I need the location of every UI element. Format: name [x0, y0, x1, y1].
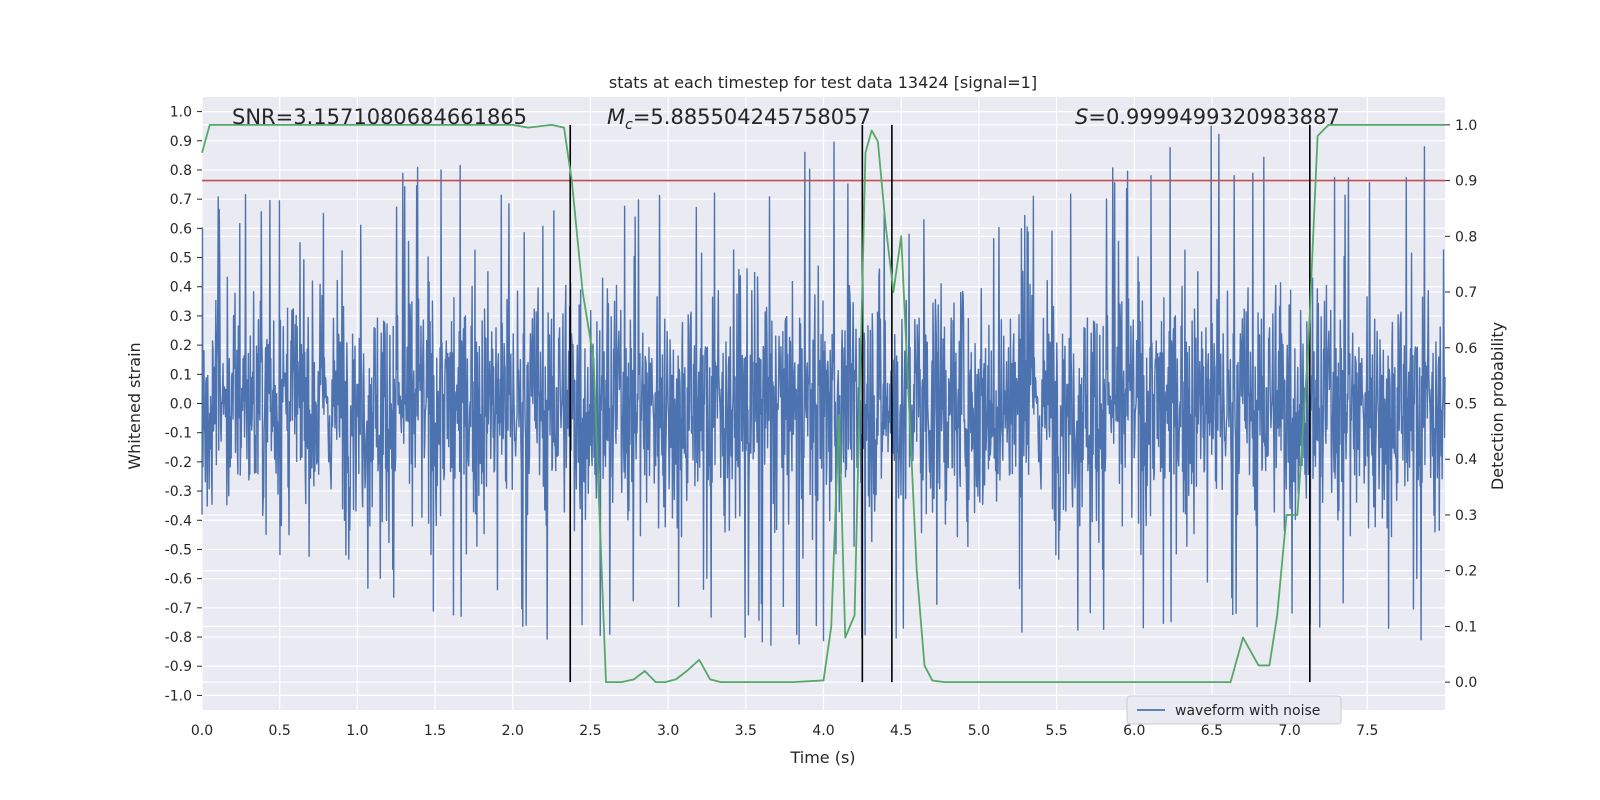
x-tick-label: 0.5: [269, 723, 291, 739]
detection-probability-series: [201, 123, 1445, 684]
x-tick-label: 4.5: [890, 723, 912, 739]
y-tick-label-right: 1.0: [1455, 118, 1477, 134]
chart-title: stats at each timestep for test data 134…: [609, 73, 1037, 92]
y-tick-label-left: -0.7: [165, 601, 192, 617]
x-tick-label: 6.0: [1123, 723, 1145, 739]
x-tick-label: 1.5: [424, 723, 446, 739]
x-tick-label: 4.0: [812, 723, 834, 739]
y-tick-label-right: 0.7: [1455, 285, 1477, 301]
x-tick-label: 1.0: [346, 723, 368, 739]
y-tick-label-left: -0.8: [165, 630, 192, 646]
y-tick-label-left: 0.3: [170, 309, 192, 325]
y-tick-label-left: -0.1: [165, 426, 192, 442]
mc-annotation: Mc=5.885504245758057: [607, 105, 871, 133]
y-tick-label-left: -0.2: [165, 455, 192, 471]
y-axis-label-right: Detection probability: [1488, 322, 1507, 490]
y-tick-label-left: 0.5: [170, 251, 192, 267]
y-tick-label-right: 0.0: [1455, 675, 1477, 691]
y-tick-label-left: -1.0: [165, 688, 192, 704]
x-tick-label: 2.5: [579, 723, 601, 739]
y-tick-label-right: 0.1: [1455, 619, 1477, 635]
x-tick-label: 0.0: [191, 723, 213, 739]
x-tick-label: 2.0: [502, 723, 524, 739]
y-tick-label-right: 0.2: [1455, 564, 1477, 580]
y-tick-label-left: 0.9: [170, 134, 192, 150]
y-tick-label-left: -0.4: [165, 513, 192, 529]
y-tick-label-right: 0.9: [1455, 174, 1477, 190]
s-annotation: S=0.9999499320983887: [1075, 105, 1340, 129]
x-tick-label: 3.0: [657, 723, 679, 739]
y-tick-label-left: -0.3: [165, 484, 192, 500]
y-tick-label-right: 0.8: [1455, 229, 1477, 245]
legend-label-waveform: waveform with noise: [1175, 703, 1320, 719]
y-tick-label-right: 0.3: [1455, 508, 1477, 524]
y-tick-label-left: 0.0: [170, 397, 192, 413]
x-tick-label: 5.0: [968, 723, 990, 739]
mc-subscript: c: [625, 117, 633, 133]
y-axis-label-left: Whitened strain: [125, 342, 144, 469]
y-tick-label-left: 0.1: [170, 367, 192, 383]
mc-value: =5.885504245758057: [633, 105, 871, 129]
legend: waveform with noise: [1126, 695, 1342, 725]
x-axis-label: Time (s): [789, 748, 855, 767]
y-tick-label-left: 0.6: [170, 221, 192, 237]
y-tick-label-right: 0.6: [1455, 341, 1477, 357]
s-value: =0.9999499320983887: [1088, 105, 1339, 129]
snr-annotation: SNR=3.1571080684661865: [232, 105, 527, 129]
waveform-series: [201, 125, 1446, 646]
y-tick-label-right: 0.4: [1455, 452, 1477, 468]
legend-box: [1126, 695, 1342, 725]
x-tick-label: 7.0: [1278, 723, 1300, 739]
y-tick-label-left: -0.5: [165, 542, 192, 558]
mc-symbol: M: [607, 105, 625, 129]
y-tick-label-left: 0.2: [170, 338, 192, 354]
y-tick-label-left: -0.6: [165, 572, 192, 588]
y-tick-label-left: 0.4: [170, 280, 192, 296]
y-tick-label-left: 0.8: [170, 163, 192, 179]
y-tick-label-left: 0.7: [170, 192, 192, 208]
x-tick-label: 7.5: [1356, 723, 1378, 739]
y-tick-label-left: -0.9: [165, 659, 192, 675]
x-tick-label: 6.5: [1201, 723, 1223, 739]
y-tick-label-left: 1.0: [170, 105, 192, 121]
x-tick-label: 5.5: [1045, 723, 1067, 739]
s-symbol: S: [1075, 105, 1088, 129]
y-tick-label-right: 0.5: [1455, 397, 1477, 413]
x-tick-label: 3.5: [735, 723, 757, 739]
